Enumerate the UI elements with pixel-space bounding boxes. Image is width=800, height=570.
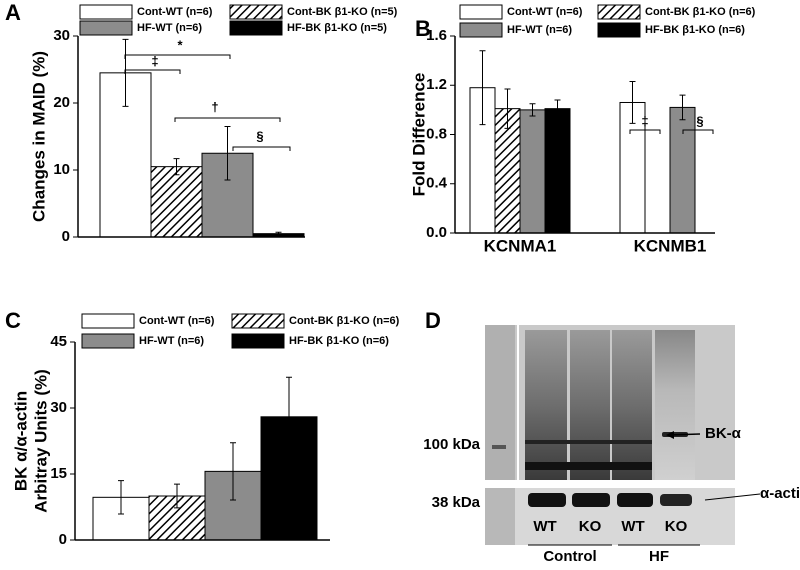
y-tick-label: 1.2 <box>426 76 447 93</box>
legend-label: HF-BK β1-KO (n=6) <box>645 24 745 36</box>
error-bar <box>118 480 124 515</box>
significance-bracket <box>682 129 714 134</box>
annotation: § <box>256 128 263 143</box>
x-tick-label: KCNMB1 <box>634 236 707 255</box>
legend-label: HF-WT (n=6) <box>139 335 204 347</box>
error-bar <box>174 483 180 509</box>
error-bar <box>679 94 686 121</box>
y-tick-label: 0 <box>59 531 67 548</box>
lane-label: KO <box>579 518 602 535</box>
y-axis-label: Fold Difference <box>409 73 428 197</box>
significance-bracket <box>124 54 231 59</box>
legend-label: Cont-WT (n=6) <box>507 6 583 18</box>
error-bar <box>286 376 292 457</box>
significance-bracket <box>124 69 181 74</box>
legend-swatch <box>79 20 133 36</box>
legend-swatch <box>229 4 283 20</box>
legend-label: Cont-BK β1-KO (n=6) <box>645 6 756 18</box>
bar <box>150 166 203 238</box>
error-bar <box>224 125 231 181</box>
legend-swatch <box>79 4 133 20</box>
legend-label: Cont-WT (n=6) <box>137 6 213 18</box>
legend-swatch <box>459 22 503 38</box>
error-bar <box>479 50 486 126</box>
panel-label: A <box>5 0 21 25</box>
panel-label: D <box>425 308 441 333</box>
error-bar <box>504 88 511 129</box>
legend-label: Cont-WT (n=6) <box>139 315 215 327</box>
legend-swatch <box>597 22 641 38</box>
legend-swatch <box>81 313 135 329</box>
band-label: BK-α <box>705 425 742 442</box>
group-label: Control <box>543 548 596 565</box>
legend-swatch <box>229 20 283 36</box>
y-tick-label: 0 <box>62 228 70 245</box>
legend-swatch <box>231 313 285 329</box>
error-bar <box>554 99 561 118</box>
annotation: * <box>177 37 183 52</box>
lane-label: KO <box>665 518 688 535</box>
significance-bracket <box>174 117 281 122</box>
y-tick-label: 0.8 <box>426 125 447 142</box>
error-bar <box>230 442 236 501</box>
y-tick-label: 20 <box>53 94 70 111</box>
y-axis-label: BK α/α-actin <box>11 391 30 491</box>
legend-label: HF-BK β1-KO (n=5) <box>287 22 387 34</box>
band-label: α-actin <box>760 485 800 502</box>
bar <box>519 109 546 234</box>
error-bar <box>529 103 536 117</box>
y-tick-label: 30 <box>50 399 67 416</box>
western-blot <box>485 325 761 546</box>
significance-bracket <box>232 146 291 151</box>
legend-swatch <box>231 333 285 349</box>
error-bar <box>629 81 636 124</box>
y-axis-label: Arbitray Units (%) <box>31 369 50 513</box>
significance-bracket <box>629 129 661 134</box>
lane-label: WT <box>621 518 644 535</box>
error-bar <box>173 158 180 176</box>
y-tick-label: 15 <box>50 465 67 482</box>
y-tick-label: 45 <box>50 333 67 350</box>
legend-swatch <box>459 4 503 20</box>
y-tick-label: 1.6 <box>426 27 447 44</box>
y-tick-label: 0.0 <box>426 224 447 241</box>
panel-label: C <box>5 308 21 333</box>
annotation: ‡ <box>641 113 648 128</box>
y-tick-label: 10 <box>53 161 70 178</box>
annotation: § <box>696 113 703 128</box>
error-bar <box>275 231 282 236</box>
bar <box>669 106 696 234</box>
legend-swatch <box>597 4 641 20</box>
y-tick-label: 30 <box>53 27 70 44</box>
annotation: † <box>211 99 218 114</box>
legend-label: HF-WT (n=6) <box>507 24 572 36</box>
legend-label: Cont-BK β1-KO (n=5) <box>287 6 398 18</box>
legend-label: Cont-BK β1-KO (n=6) <box>289 315 400 327</box>
bar <box>544 108 571 234</box>
annotation: ‡ <box>151 53 158 68</box>
panel-label: B <box>415 16 431 41</box>
y-axis-label: Changes in MAID (%) <box>29 51 48 222</box>
lane-label: WT <box>533 518 556 535</box>
marker-label: 100 kDa <box>423 436 480 453</box>
group-label: HF <box>649 548 669 565</box>
x-tick-label: KCNMA1 <box>484 236 557 255</box>
y-tick-label: 0.4 <box>426 175 448 192</box>
legend-label: HF-BK β1-KO (n=6) <box>289 335 389 347</box>
marker-label: 38 kDa <box>432 494 481 511</box>
legend-label: HF-WT (n=6) <box>137 22 202 34</box>
legend-swatch <box>81 333 135 349</box>
